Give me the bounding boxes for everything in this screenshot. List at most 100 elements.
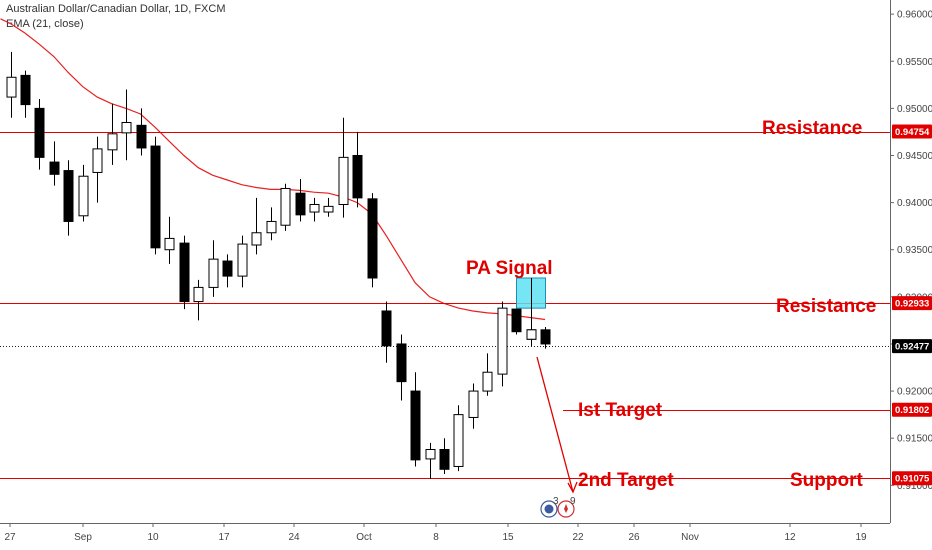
time-tick-label: 17: [218, 532, 230, 543]
candle-body: [164, 237, 175, 251]
time-tick-label: 19: [855, 532, 867, 543]
ema-21-line: [0, 18, 546, 321]
horizontal-levels: [0, 132, 890, 479]
candle-bull: [78, 164, 89, 222]
candle-body: [222, 260, 233, 277]
candle-body: [367, 198, 378, 279]
price-tick-label: 0.91500: [897, 434, 932, 445]
candle-bear: [222, 254, 233, 288]
candle-body: [78, 175, 89, 217]
candle-bear: [352, 131, 363, 208]
time-tick-label: 24: [288, 532, 300, 543]
level-price-badge: [892, 402, 932, 417]
second-target-label: 2nd Target: [578, 470, 674, 491]
candle-bear: [136, 108, 147, 156]
candle-body: [425, 448, 436, 460]
candle-bull: [121, 89, 132, 161]
price-tick-label: 0.93500: [897, 245, 932, 256]
level-price-badge-text: 0.92933: [895, 299, 929, 310]
candle-body: [439, 448, 450, 470]
candle-body: [136, 124, 147, 149]
candle-body: [295, 192, 306, 216]
chart-symbol-title: Australian Dollar/Canadian Dollar, 1D, F…: [6, 3, 226, 15]
event-count-au: 3: [553, 496, 559, 507]
candle-body: [121, 122, 132, 134]
time-tick-label: Nov: [681, 532, 699, 543]
candle-bear: [295, 179, 306, 222]
candle-body: [179, 242, 190, 303]
candle-body: [150, 145, 161, 249]
candle-bear: [367, 193, 378, 288]
candle-body: [453, 414, 464, 467]
resistance-lower-label: Resistance: [776, 296, 876, 317]
candle-bull: [323, 197, 334, 217]
candle-bull: [453, 405, 464, 472]
time-tick-label: Oct: [356, 532, 372, 543]
candle-bull: [280, 183, 291, 231]
candle-bear: [381, 301, 392, 363]
candle-body: [309, 203, 320, 213]
level-price-badge: [892, 471, 932, 486]
candle-bear: [20, 70, 31, 118]
time-axis[interactable]: 27 Sep 10 17 24 Oct 8 15 22 26 Nov 12 19: [4, 523, 867, 543]
signal-candle-body: [526, 329, 537, 340]
candle-body: [352, 154, 363, 199]
candle-body: [251, 232, 262, 246]
candle-bear: [540, 326, 551, 349]
candle-body: [323, 205, 334, 213]
candle-bull: [338, 117, 349, 218]
pa-signal-label: PA Signal: [466, 258, 553, 279]
time-tick-label: 10: [147, 532, 159, 543]
candle-bear: [439, 438, 450, 474]
candle-body: [49, 161, 60, 175]
candle-bull: [6, 51, 17, 118]
candle-bear: [410, 372, 421, 467]
candle-body: [63, 170, 74, 222]
candle-bear: [150, 136, 161, 255]
candle-body: [193, 286, 204, 303]
projection-arrow-head: [567, 481, 578, 494]
price-tick-label: 0.94000: [897, 198, 932, 209]
candle-bull: [193, 279, 204, 321]
time-tick-label: 8: [433, 532, 439, 543]
candle-bear: [396, 334, 407, 401]
candle-body: [482, 371, 493, 392]
candle-body: [34, 107, 45, 158]
price-tick-label: 0.95000: [897, 104, 932, 115]
support-label: Support: [790, 470, 863, 491]
candle-body: [410, 390, 421, 461]
event-count-ca: 9: [570, 496, 576, 507]
ema-indicator-label[interactable]: EMA (21, close): [6, 18, 84, 30]
candle-bull: [208, 240, 219, 297]
candle-bull: [309, 197, 320, 222]
level-price-badge: [892, 296, 932, 311]
au-flag-fill-icon: [544, 504, 554, 514]
candle-bear: [63, 160, 74, 236]
price-axis[interactable]: 0.96000 0.95500 0.95000 0.94500 0.94000 0.935…: [890, 10, 932, 492]
candle-bear: [179, 235, 190, 310]
candle-body: [280, 187, 291, 226]
level-price-badge-text: 0.94754: [895, 127, 930, 138]
candle-bull: [482, 353, 493, 396]
candles: [6, 51, 551, 479]
candle-body: [237, 243, 248, 277]
maple-leaf-icon: [564, 504, 568, 513]
current-price-badge: [892, 339, 932, 354]
ema-line-layer: [0, 18, 546, 321]
annotations: PA Signal Resistance Resistance Ist Target 2…: [466, 118, 876, 518]
price-tick-label: 0.92000: [897, 387, 932, 398]
candle-bull: [468, 383, 479, 429]
candle-bull: [425, 442, 436, 479]
candle-body: [208, 258, 219, 288]
level-price-badge: [892, 124, 932, 139]
level-price-badge-text: 0.91075: [895, 474, 930, 485]
candle-bull: [266, 207, 277, 241]
candle-body: [338, 156, 349, 205]
candle-body: [20, 74, 31, 106]
time-tick-label: 12: [784, 532, 796, 543]
time-tick-label: Sep: [74, 532, 92, 543]
candle-bull: [251, 197, 262, 255]
candle-bull: [497, 301, 508, 387]
